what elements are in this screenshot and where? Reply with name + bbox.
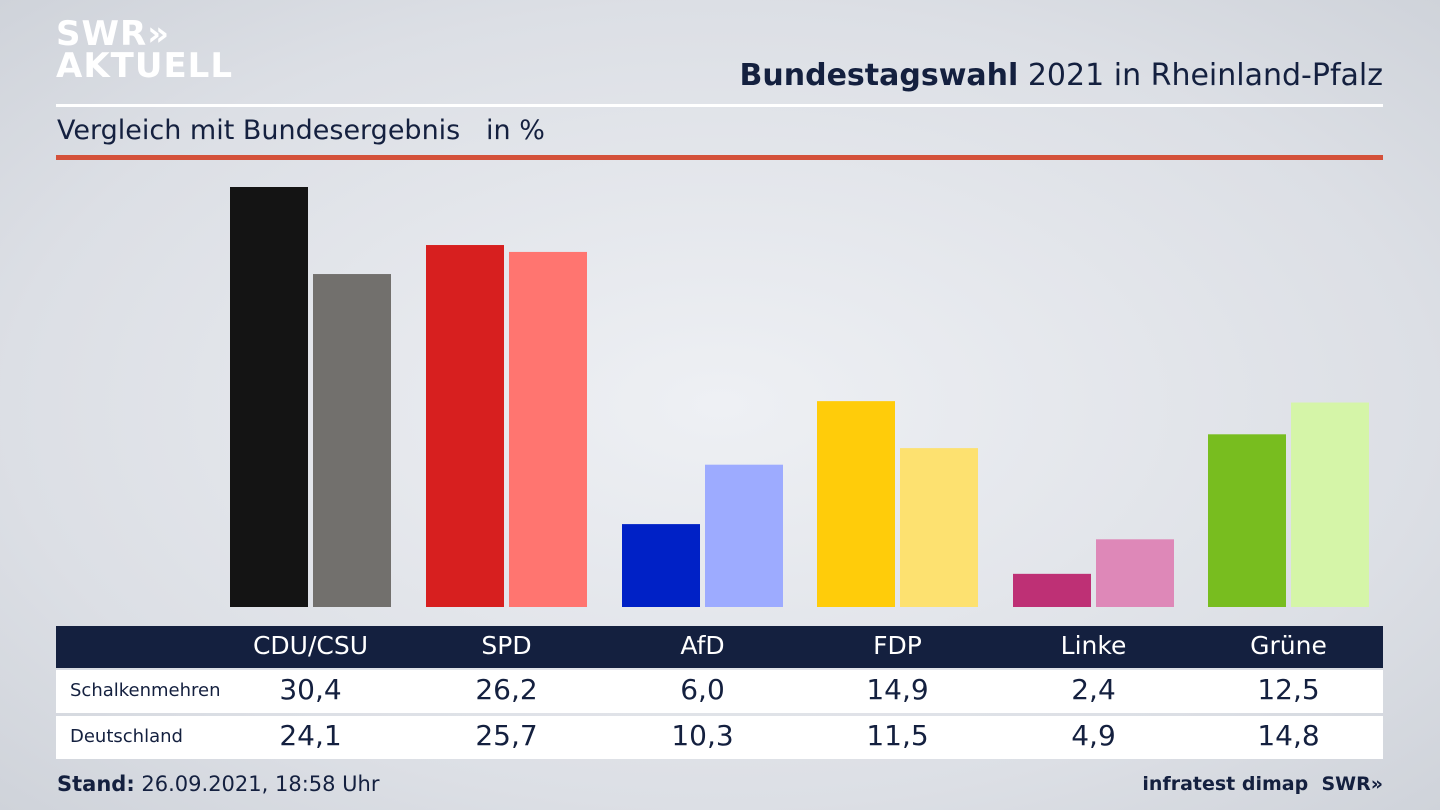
bar-fdp-0 bbox=[817, 401, 895, 607]
swr-aktuell-logo: SWR» AKTUELL bbox=[56, 14, 234, 86]
bar-grüne-0 bbox=[1208, 434, 1286, 607]
bar-cducsu-0 bbox=[230, 187, 308, 607]
data-label: 14,8 bbox=[1257, 719, 1320, 752]
divider bbox=[56, 104, 1383, 107]
column-header: AfD bbox=[680, 631, 725, 660]
data-label: 30,4 bbox=[279, 673, 342, 706]
bar-grüne-1 bbox=[1291, 402, 1369, 607]
title-rest: 2021 in Rheinland-Pfalz bbox=[1018, 58, 1383, 93]
data-label: 14,9 bbox=[866, 673, 929, 706]
timestamp: Stand: 26.09.2021, 18:58 Uhr bbox=[57, 772, 380, 796]
row-label: Schalkenmehren bbox=[70, 680, 221, 701]
bar-spd-0 bbox=[426, 245, 504, 608]
accent-divider bbox=[56, 155, 1383, 160]
title-bold: Bundestagswahl bbox=[739, 58, 1019, 93]
data-label: 26,2 bbox=[475, 673, 538, 706]
bar-linke-0 bbox=[1013, 573, 1091, 607]
column-header: CDU/CSU bbox=[252, 631, 369, 660]
column-header: Grüne bbox=[1250, 631, 1327, 660]
row-label: Deutschland bbox=[70, 726, 183, 747]
bar-fdp-1 bbox=[900, 448, 978, 607]
data-label: 2,4 bbox=[1071, 673, 1116, 706]
table-header: CDU/CSU SPD AfD FDP Linke Grüne bbox=[56, 626, 1383, 668]
column-header: FDP bbox=[873, 631, 922, 660]
data-label: 25,7 bbox=[475, 719, 538, 752]
data-label: 24,1 bbox=[279, 719, 342, 752]
subtitle: Vergleich mit Bundesergebnis in % bbox=[57, 115, 545, 146]
source: infratest dimap SWR» bbox=[1142, 773, 1383, 795]
logo-line2: AKTUELL bbox=[56, 46, 234, 86]
table-row: Schalkenmehren 30,4 26,2 6,0 14,9 2,4 12,5 bbox=[56, 670, 1383, 713]
stand-value: 26.09.2021, 18:58 Uhr bbox=[134, 772, 380, 796]
stand-label: Stand: bbox=[57, 772, 135, 796]
page-title: Bundestagswahl 2021 in Rheinland-Pfalz bbox=[740, 58, 1383, 93]
bar-afd-0 bbox=[622, 524, 700, 607]
bar-cducsu-1 bbox=[313, 274, 391, 607]
data-label: 12,5 bbox=[1257, 673, 1320, 706]
bar-spd-1 bbox=[509, 251, 587, 607]
data-label: 11,5 bbox=[866, 719, 929, 752]
data-label: 10,3 bbox=[671, 719, 734, 752]
logo-line1: SWR» bbox=[56, 14, 171, 54]
column-header: SPD bbox=[481, 631, 532, 660]
bar-afd-1 bbox=[705, 464, 783, 607]
data-label: 6,0 bbox=[680, 673, 725, 706]
table-row: Deutschland 24,1 25,7 10,3 11,5 4,9 14,8 bbox=[56, 716, 1383, 759]
column-header: Linke bbox=[1060, 631, 1127, 660]
bar-linke-1 bbox=[1096, 539, 1174, 607]
data-label: 4,9 bbox=[1071, 719, 1116, 752]
